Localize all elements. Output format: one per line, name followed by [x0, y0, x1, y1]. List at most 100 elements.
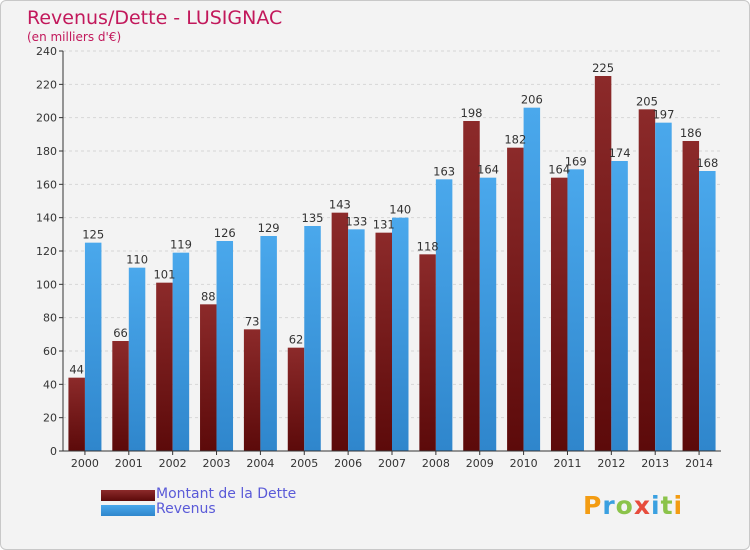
logo-letter: r	[602, 491, 616, 520]
x-tick-label: 2000	[71, 457, 99, 470]
legend-label-debt: Montant de la Dette	[156, 486, 297, 502]
y-tick-label: 180	[36, 145, 57, 158]
chart-title: Revenus/Dette - LUSIGNAC	[27, 7, 283, 29]
bar-revenus	[216, 241, 234, 451]
logo-letter: o	[615, 491, 634, 520]
y-tick-label: 240	[36, 45, 57, 58]
y-tick-label: 40	[43, 378, 57, 391]
bar-value-label: 163	[433, 164, 455, 178]
bar-value-label: 205	[636, 94, 658, 108]
bar-revenus	[435, 179, 453, 452]
bar-value-label: 118	[417, 239, 439, 253]
proxiti-logo: Proxiti	[583, 491, 683, 520]
bar-value-label: 88	[201, 289, 216, 303]
bar-value-label: 119	[170, 238, 192, 252]
bar-value-label: 143	[329, 198, 351, 212]
bars-layer	[68, 76, 716, 452]
bar-value-label: 225	[592, 61, 614, 75]
bar-debt	[156, 282, 173, 451]
bar-value-label: 182	[504, 133, 526, 147]
bar-value-label: 206	[521, 93, 543, 107]
legend-swatch-debt	[101, 490, 155, 501]
bar-value-label: 140	[389, 203, 411, 217]
logo-letter: i	[651, 491, 661, 520]
y-tick-label: 120	[36, 245, 57, 258]
bar-value-label: 44	[69, 363, 84, 377]
bar-value-label: 135	[302, 211, 324, 225]
x-tick-label: 2009	[466, 457, 494, 470]
bar-debt	[419, 254, 436, 451]
bar-value-label: 66	[113, 326, 128, 340]
bar-revenus	[523, 107, 541, 452]
x-tick-label: 2008	[422, 457, 450, 470]
bar-value-label: 131	[373, 218, 395, 232]
x-tick-label: 2001	[115, 457, 143, 470]
bar-value-label: 101	[153, 268, 175, 282]
bar-revenus	[84, 242, 102, 451]
bar-value-label: 164	[477, 163, 499, 177]
x-tick-label: 2012	[597, 457, 625, 470]
x-tick-label: 2005	[290, 457, 318, 470]
bar-debt	[463, 121, 480, 451]
logo-letter: i	[673, 491, 684, 520]
bar-debt	[243, 329, 261, 451]
x-tick-label: 2003	[203, 457, 231, 470]
bar-revenus	[128, 267, 146, 451]
bar-value-label: 133	[345, 214, 367, 228]
bar-value-label: 125	[82, 228, 104, 242]
bar-value-label: 198	[461, 106, 483, 120]
x-tick-label: 2013	[641, 457, 669, 470]
y-tick-label: 140	[36, 212, 57, 225]
bar-revenus	[260, 236, 277, 451]
bar-revenus	[699, 171, 716, 451]
x-tick-label: 2007	[378, 457, 406, 470]
bar-debt	[287, 347, 305, 451]
bar-debt	[682, 141, 700, 451]
bar-revenus	[392, 217, 409, 451]
y-tick-label: 220	[36, 78, 57, 91]
y-tick-label: 20	[43, 412, 57, 425]
bar-value-label: 164	[548, 163, 570, 177]
bar-revenus	[348, 229, 365, 451]
bar-debt	[68, 377, 85, 451]
bar-value-label: 186	[680, 126, 702, 140]
bar-revenus	[611, 161, 628, 451]
y-tick-label: 100	[36, 278, 57, 291]
y-tick-label: 80	[43, 312, 57, 325]
x-tick-label: 2004	[246, 457, 274, 470]
x-tick-label: 2010	[510, 457, 538, 470]
bar-value-label: 110	[126, 253, 148, 267]
x-tick-label: 2014	[685, 457, 713, 470]
bar-revenus	[567, 169, 584, 452]
bar-value-label: 197	[652, 108, 674, 122]
bar-value-label: 129	[258, 221, 280, 235]
bar-value-label: 126	[214, 226, 236, 240]
x-tick-label: 2011	[553, 457, 581, 470]
bar-debt	[638, 109, 656, 451]
chart-subtitle: (en milliers d'€)	[27, 30, 122, 44]
bar-revenus	[655, 122, 672, 452]
y-tick-label: 160	[36, 178, 57, 191]
labels-layer: 44 125 66 110 101 119 88 126 73 129 62 135 143 133 131…	[69, 61, 718, 377]
bar-value-label: 174	[609, 146, 631, 160]
bar-debt	[594, 76, 612, 451]
bar-debt	[200, 304, 217, 451]
logo-letter: x	[633, 491, 651, 520]
bar-debt	[550, 177, 568, 451]
bar-value-label: 168	[696, 156, 718, 170]
logo-letter: P	[583, 491, 603, 520]
y-tick-label: 0	[50, 445, 57, 458]
bar-value-label: 62	[289, 333, 304, 347]
x-tick-label: 2002	[159, 457, 187, 470]
bar-revenus	[172, 252, 190, 451]
y-tick-label: 200	[36, 112, 57, 125]
y-tick-label: 60	[43, 345, 57, 358]
bar-debt	[331, 212, 349, 451]
legend-label-revenus: Revenus	[156, 501, 216, 517]
bar-debt	[507, 147, 524, 451]
bar-revenus	[479, 177, 497, 451]
bar-revenus	[304, 226, 321, 451]
x-tick-label: 2006	[334, 457, 362, 470]
bar-value-label: 169	[565, 154, 587, 168]
